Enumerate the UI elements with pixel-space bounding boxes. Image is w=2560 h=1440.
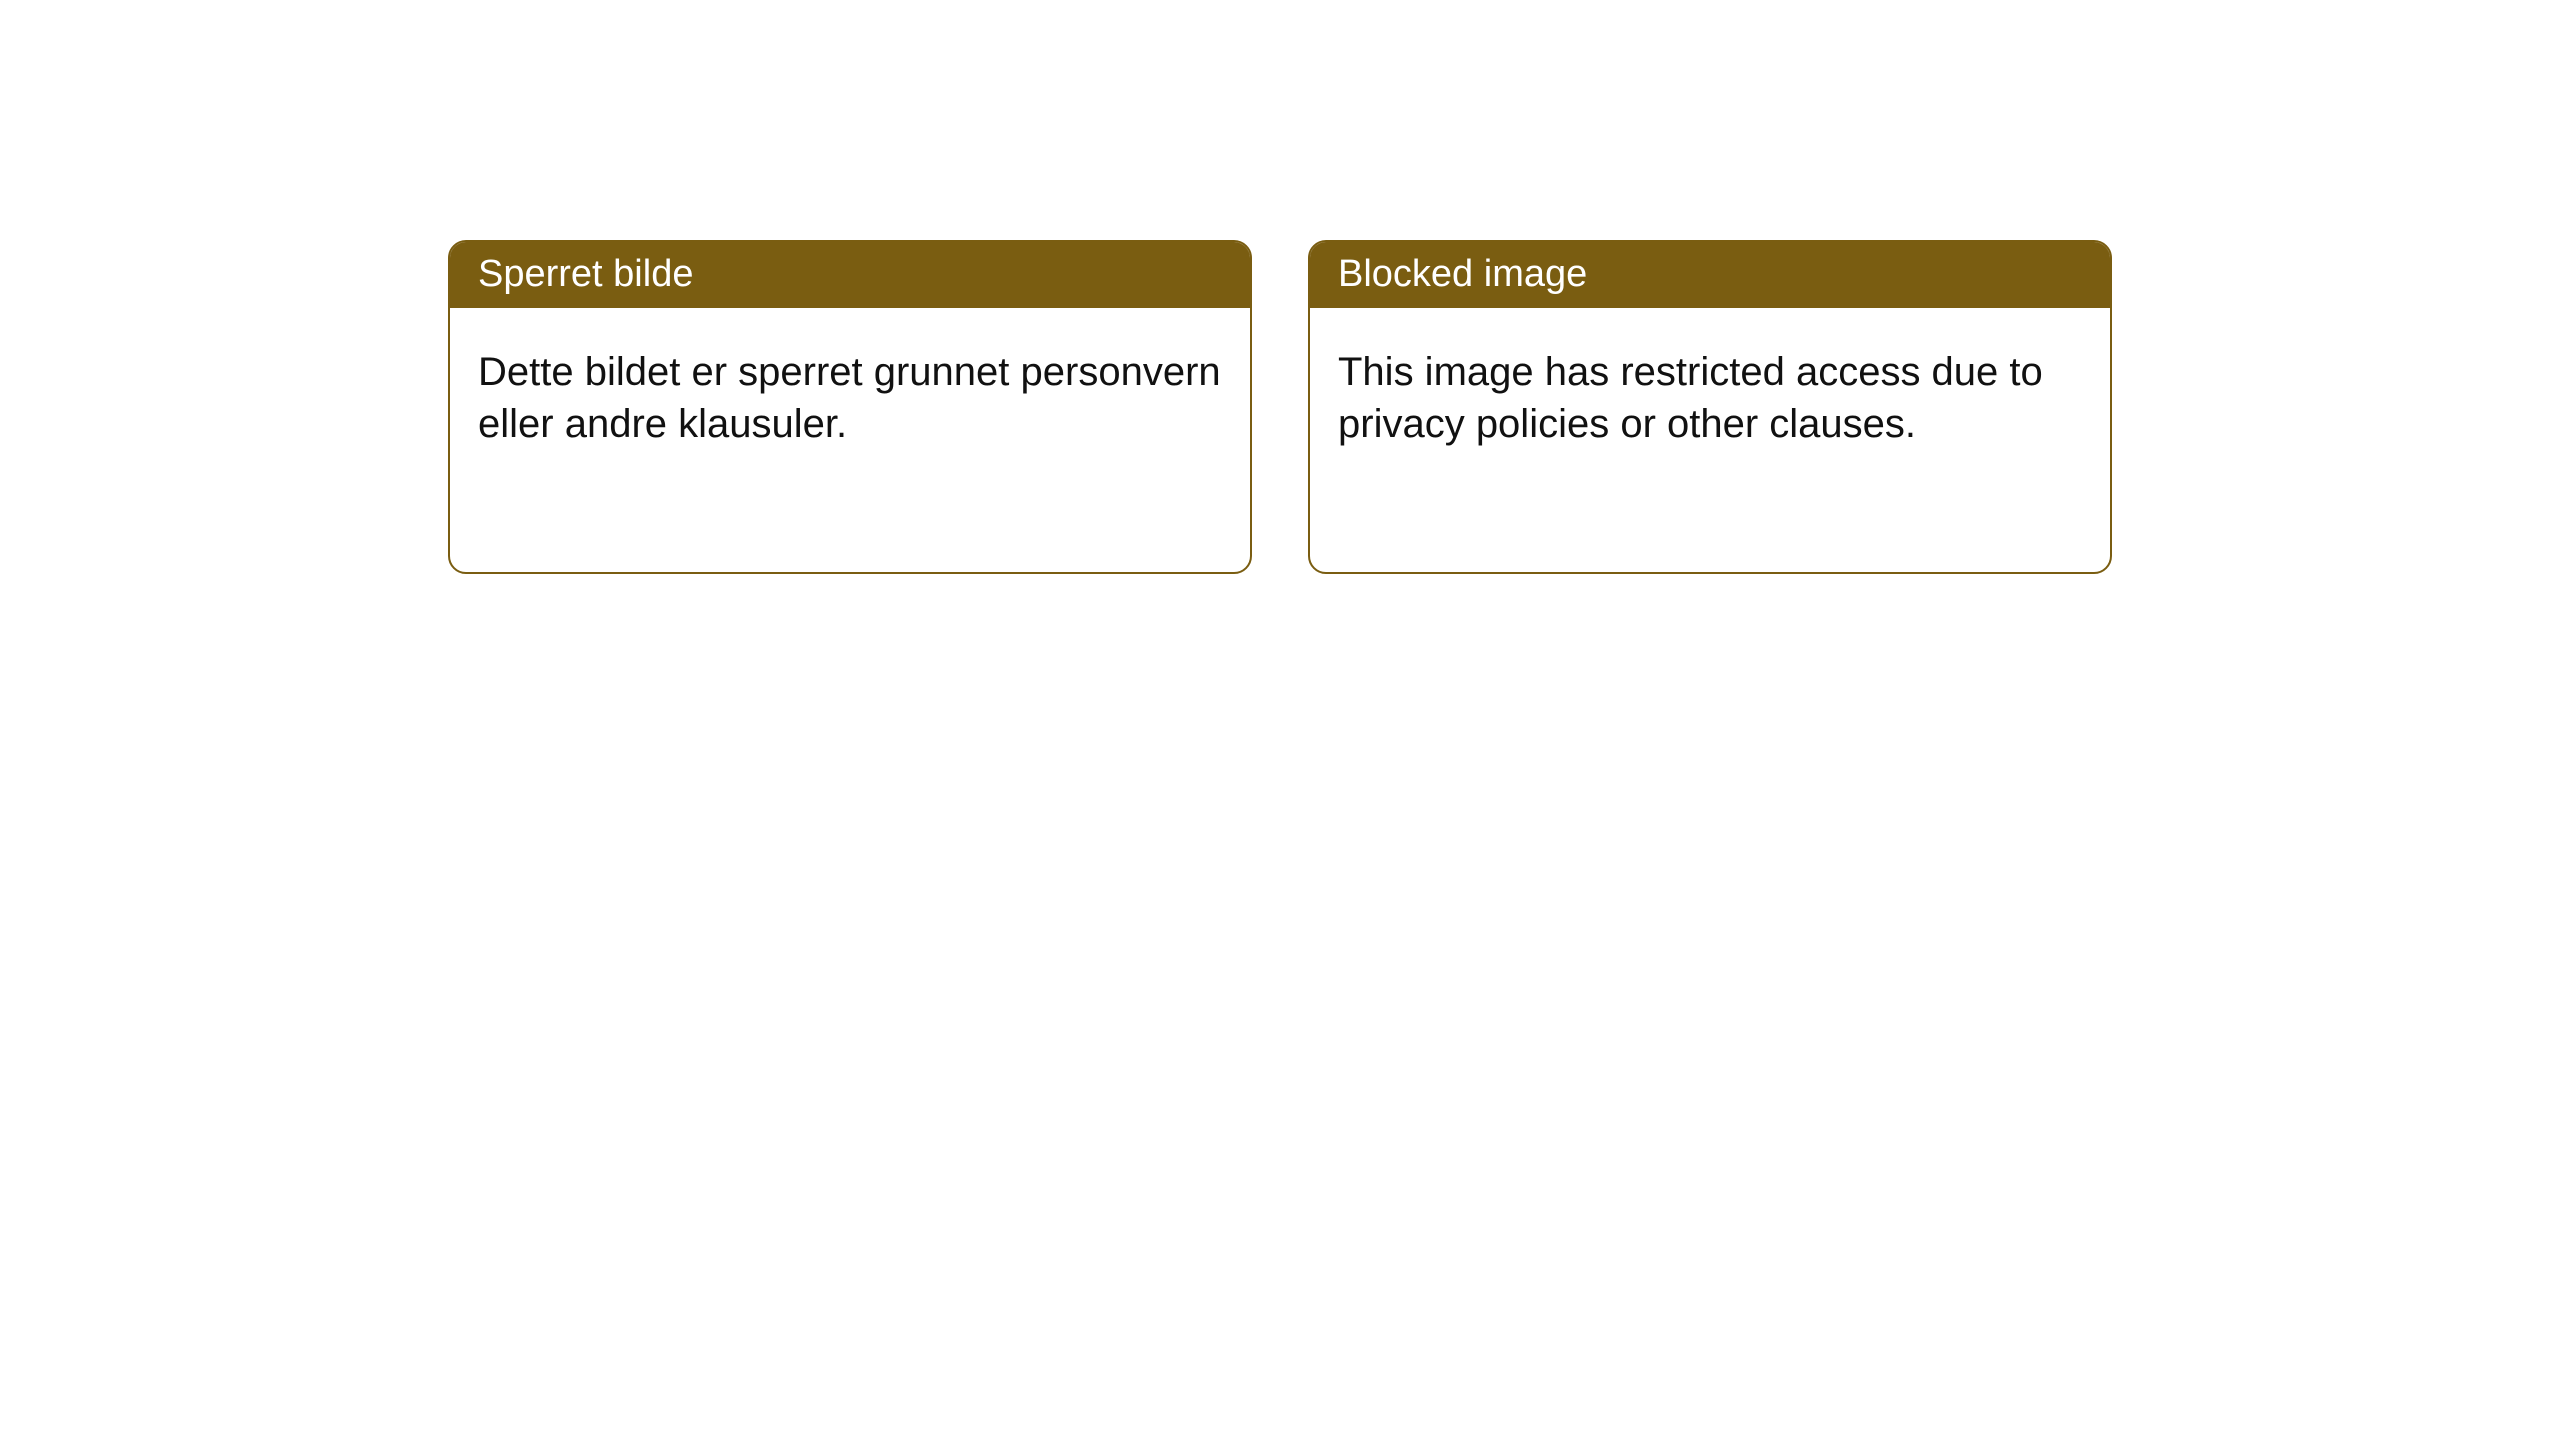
notice-box-norwegian: Sperret bilde Dette bildet er sperret gr…: [448, 240, 1252, 574]
notice-container: Sperret bilde Dette bildet er sperret gr…: [448, 240, 2112, 574]
notice-box-english: Blocked image This image has restricted …: [1308, 240, 2112, 574]
notice-text-norwegian: Dette bildet er sperret grunnet personve…: [478, 350, 1221, 446]
notice-body-english: This image has restricted access due to …: [1310, 308, 2110, 488]
notice-text-english: This image has restricted access due to …: [1338, 350, 2043, 446]
notice-title-english: Blocked image: [1338, 253, 1587, 295]
notice-header-english: Blocked image: [1310, 242, 2110, 308]
notice-header-norwegian: Sperret bilde: [450, 242, 1250, 308]
notice-title-norwegian: Sperret bilde: [478, 253, 693, 295]
notice-body-norwegian: Dette bildet er sperret grunnet personve…: [450, 308, 1250, 488]
